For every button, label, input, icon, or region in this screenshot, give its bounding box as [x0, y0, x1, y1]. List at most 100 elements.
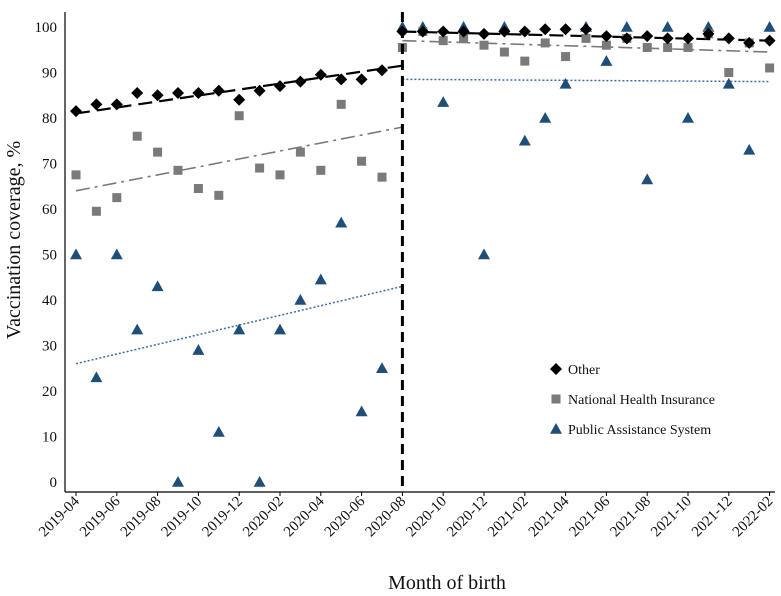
national-health-insurance-point [173, 165, 183, 175]
other-point [498, 25, 511, 38]
other-point [641, 30, 654, 43]
public-assistance-system-point [641, 173, 654, 185]
y-tick-label: 80 [42, 111, 57, 127]
national-health-insurance-point [357, 156, 367, 166]
public-assistance-system-point [172, 476, 184, 487]
public-assistance-system-point [355, 405, 368, 417]
other-point [600, 30, 613, 43]
legend-national-health-insurance-label: National Health Insurance [568, 393, 715, 408]
y-tick-label: 0 [50, 475, 58, 491]
national-health-insurance-point [193, 184, 203, 194]
other-point [743, 36, 756, 49]
y-tick-label: 70 [42, 157, 57, 173]
national-health-insurance-point [275, 170, 285, 180]
other-point [151, 89, 164, 102]
x-axis-title: Month of birth [388, 572, 506, 594]
other-point [110, 98, 123, 111]
national-health-insurance-point [724, 68, 734, 77]
trend-line [402, 78, 770, 83]
national-health-insurance-point [112, 193, 122, 203]
other-point [437, 25, 450, 38]
x-tick-label: 2021-04 [526, 493, 573, 540]
x-tick-label: 2019-04 [36, 493, 83, 540]
public-assistance-system-point [192, 344, 205, 355]
public-assistance-system-point [478, 248, 490, 260]
public-assistance-system-point [518, 134, 531, 146]
public-assistance-system-point [661, 21, 674, 32]
other-point [172, 86, 184, 99]
x-tick-label: 2020-08 [363, 494, 410, 541]
public-assistance-system-point [253, 476, 266, 487]
national-health-insurance-point [540, 38, 550, 48]
public-assistance-system-point [151, 280, 164, 292]
public-assistance-system-point [722, 77, 735, 89]
public-assistance-system-point [376, 362, 388, 374]
national-health-insurance-point [214, 190, 224, 200]
public-assistance-system-point [110, 248, 123, 260]
x-tick-label: 2020-12 [444, 494, 491, 541]
y-tick-label: 90 [42, 66, 57, 82]
public-assistance-system-point [539, 112, 552, 123]
legend-other-label: Other [568, 363, 600, 378]
x-tick-label: 2021-12 [689, 494, 736, 541]
other-point [253, 84, 266, 97]
public-assistance-system-point [233, 323, 246, 335]
other-point [702, 27, 715, 40]
y-tick-label: 10 [42, 430, 57, 446]
x-tick-label: 2020-04 [281, 493, 328, 540]
national-health-insurance-point [642, 42, 652, 52]
national-health-insurance-point [336, 99, 346, 109]
national-health-insurance-point [561, 52, 571, 62]
legend-public-assistance-system-marker [550, 423, 562, 434]
national-health-insurance-point [479, 40, 489, 50]
x-tick-label: 2021-08 [607, 494, 654, 541]
x-tick-label: 2019-10 [159, 494, 206, 541]
x-tick-label: 2019-12 [199, 494, 246, 541]
other-point [539, 23, 552, 36]
other-point [192, 86, 205, 99]
public-assistance-system-point [212, 425, 225, 437]
y-tick-label: 40 [42, 293, 57, 309]
national-health-insurance-point [581, 33, 591, 43]
other-point [314, 68, 327, 81]
national-health-insurance-point [316, 165, 326, 175]
data-points [70, 21, 776, 487]
public-assistance-system-point [702, 21, 715, 32]
other-point [376, 64, 388, 77]
public-assistance-system-point [335, 216, 348, 228]
public-assistance-system-point [294, 294, 307, 305]
x-tick-label: 2022-02 [730, 494, 777, 541]
national-health-insurance-point [71, 170, 81, 180]
other-point [355, 73, 368, 86]
other-point [70, 105, 82, 118]
national-health-insurance-point [438, 36, 448, 46]
other-point [763, 34, 776, 47]
x-tick-label: 2020-02 [240, 494, 287, 541]
other-point [131, 86, 144, 99]
other-point [274, 80, 286, 93]
other-point [416, 25, 429, 38]
axis-lines [64, 12, 775, 493]
other-point [212, 84, 225, 97]
y-tick-label: 100 [35, 20, 58, 36]
other-point [294, 75, 307, 88]
other-point [90, 98, 103, 111]
national-health-insurance-point [377, 172, 387, 182]
y-axis-title: Vaccination coverage, % [3, 141, 25, 339]
legend-other-marker [550, 363, 562, 375]
x-tick-label: 2019-06 [77, 493, 124, 540]
other-point [682, 32, 694, 45]
public-assistance-system-point [682, 112, 694, 123]
y-tick-label: 60 [42, 202, 57, 218]
other-point [478, 27, 490, 40]
public-assistance-system-point [90, 371, 103, 383]
public-assistance-system-point [559, 77, 572, 89]
public-assistance-system-point [131, 323, 144, 335]
y-tick-label: 30 [42, 339, 57, 355]
national-health-insurance-point [234, 111, 244, 121]
national-health-insurance-point [520, 56, 530, 66]
public-assistance-system-point [743, 143, 756, 155]
other-point [335, 73, 348, 86]
national-health-insurance-point [765, 63, 775, 73]
other-point [661, 32, 674, 45]
